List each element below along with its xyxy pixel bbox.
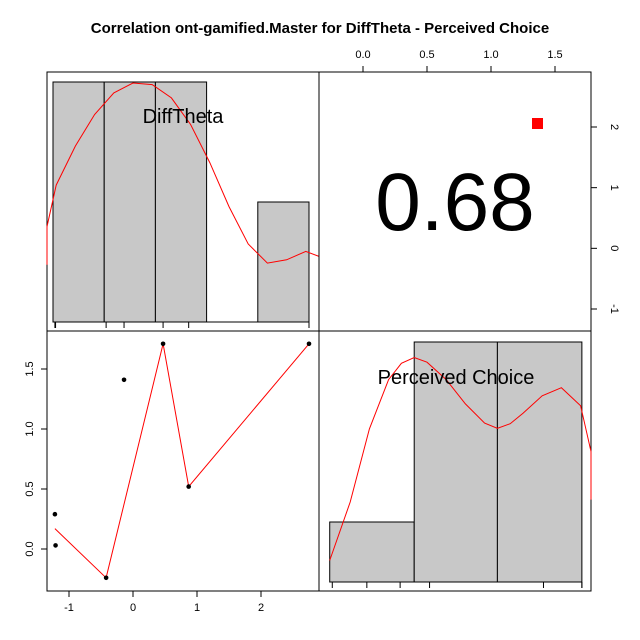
data-point — [52, 511, 58, 517]
fit-line — [54, 343, 310, 579]
data-point — [306, 341, 312, 347]
density-curve — [329, 356, 592, 561]
data-point — [53, 543, 58, 548]
y-tick-label: 0.5 — [24, 481, 36, 496]
rug-perceived-choice — [331, 582, 583, 588]
chart-title: Correlation ont-gamified.Master for Diff… — [91, 20, 549, 37]
top-tick-label: 0.5 — [419, 49, 434, 61]
histogram-bar — [329, 521, 415, 583]
x-tick-label: 1 — [194, 602, 200, 614]
right-tick-label: 0 — [608, 245, 620, 251]
y-tick-label: 1.5 — [24, 361, 36, 376]
density-curve — [46, 82, 320, 265]
histogram-difftheta — [46, 81, 320, 323]
histogram-bar — [154, 81, 208, 323]
right-tick-label: -1 — [608, 304, 620, 314]
right-tick-label: 1 — [608, 185, 620, 191]
histogram-bar — [413, 341, 498, 583]
significance-marker — [532, 118, 543, 129]
correlation-value: 0.68 — [375, 157, 535, 248]
panel-top-right: 0.68 0.0 0.5 1.0 1.5 -1 0 1 2 — [318, 49, 620, 332]
panel-top-left: DiffTheta — [46, 71, 320, 332]
variable-label-perceived-choice: Perceived Choice — [378, 367, 535, 389]
x-tick-label: -1 — [64, 602, 74, 614]
data-point — [103, 575, 109, 581]
x-tick-label: 0 — [130, 602, 136, 614]
data-point — [186, 484, 191, 489]
panel-bottom-left: -1 0 1 2 0.0 0.5 1.0 1.5 — [24, 330, 320, 614]
scatter-points — [52, 341, 312, 581]
panel-bottom-right: Perceived Choice — [318, 330, 592, 592]
histogram-perceived-choice — [329, 341, 592, 583]
y-tick-label: 1.0 — [24, 421, 36, 436]
rug-difftheta — [54, 322, 310, 328]
histogram-bar — [103, 81, 156, 323]
bottom-axis: -1 0 1 2 — [64, 591, 264, 614]
top-tick-label: 1.5 — [547, 49, 562, 61]
variable-label-difftheta: DiffTheta — [143, 106, 225, 128]
top-tick-label: 0.0 — [355, 49, 370, 61]
left-axis: 0.0 0.5 1.0 1.5 — [24, 361, 47, 557]
y-tick-label: 0.0 — [24, 541, 36, 556]
histogram-bar — [52, 81, 105, 323]
data-point — [121, 377, 127, 383]
histogram-bar — [496, 341, 583, 583]
histogram-bar — [257, 201, 310, 323]
x-tick-label: 2 — [258, 602, 264, 614]
top-tick-label: 1.0 — [483, 49, 498, 61]
right-tick-label: 2 — [608, 124, 620, 130]
panel-frame — [46, 330, 320, 592]
data-point — [160, 341, 166, 347]
right-axis: -1 0 1 2 — [591, 124, 620, 314]
top-axis: 0.0 0.5 1.0 1.5 — [355, 49, 563, 72]
